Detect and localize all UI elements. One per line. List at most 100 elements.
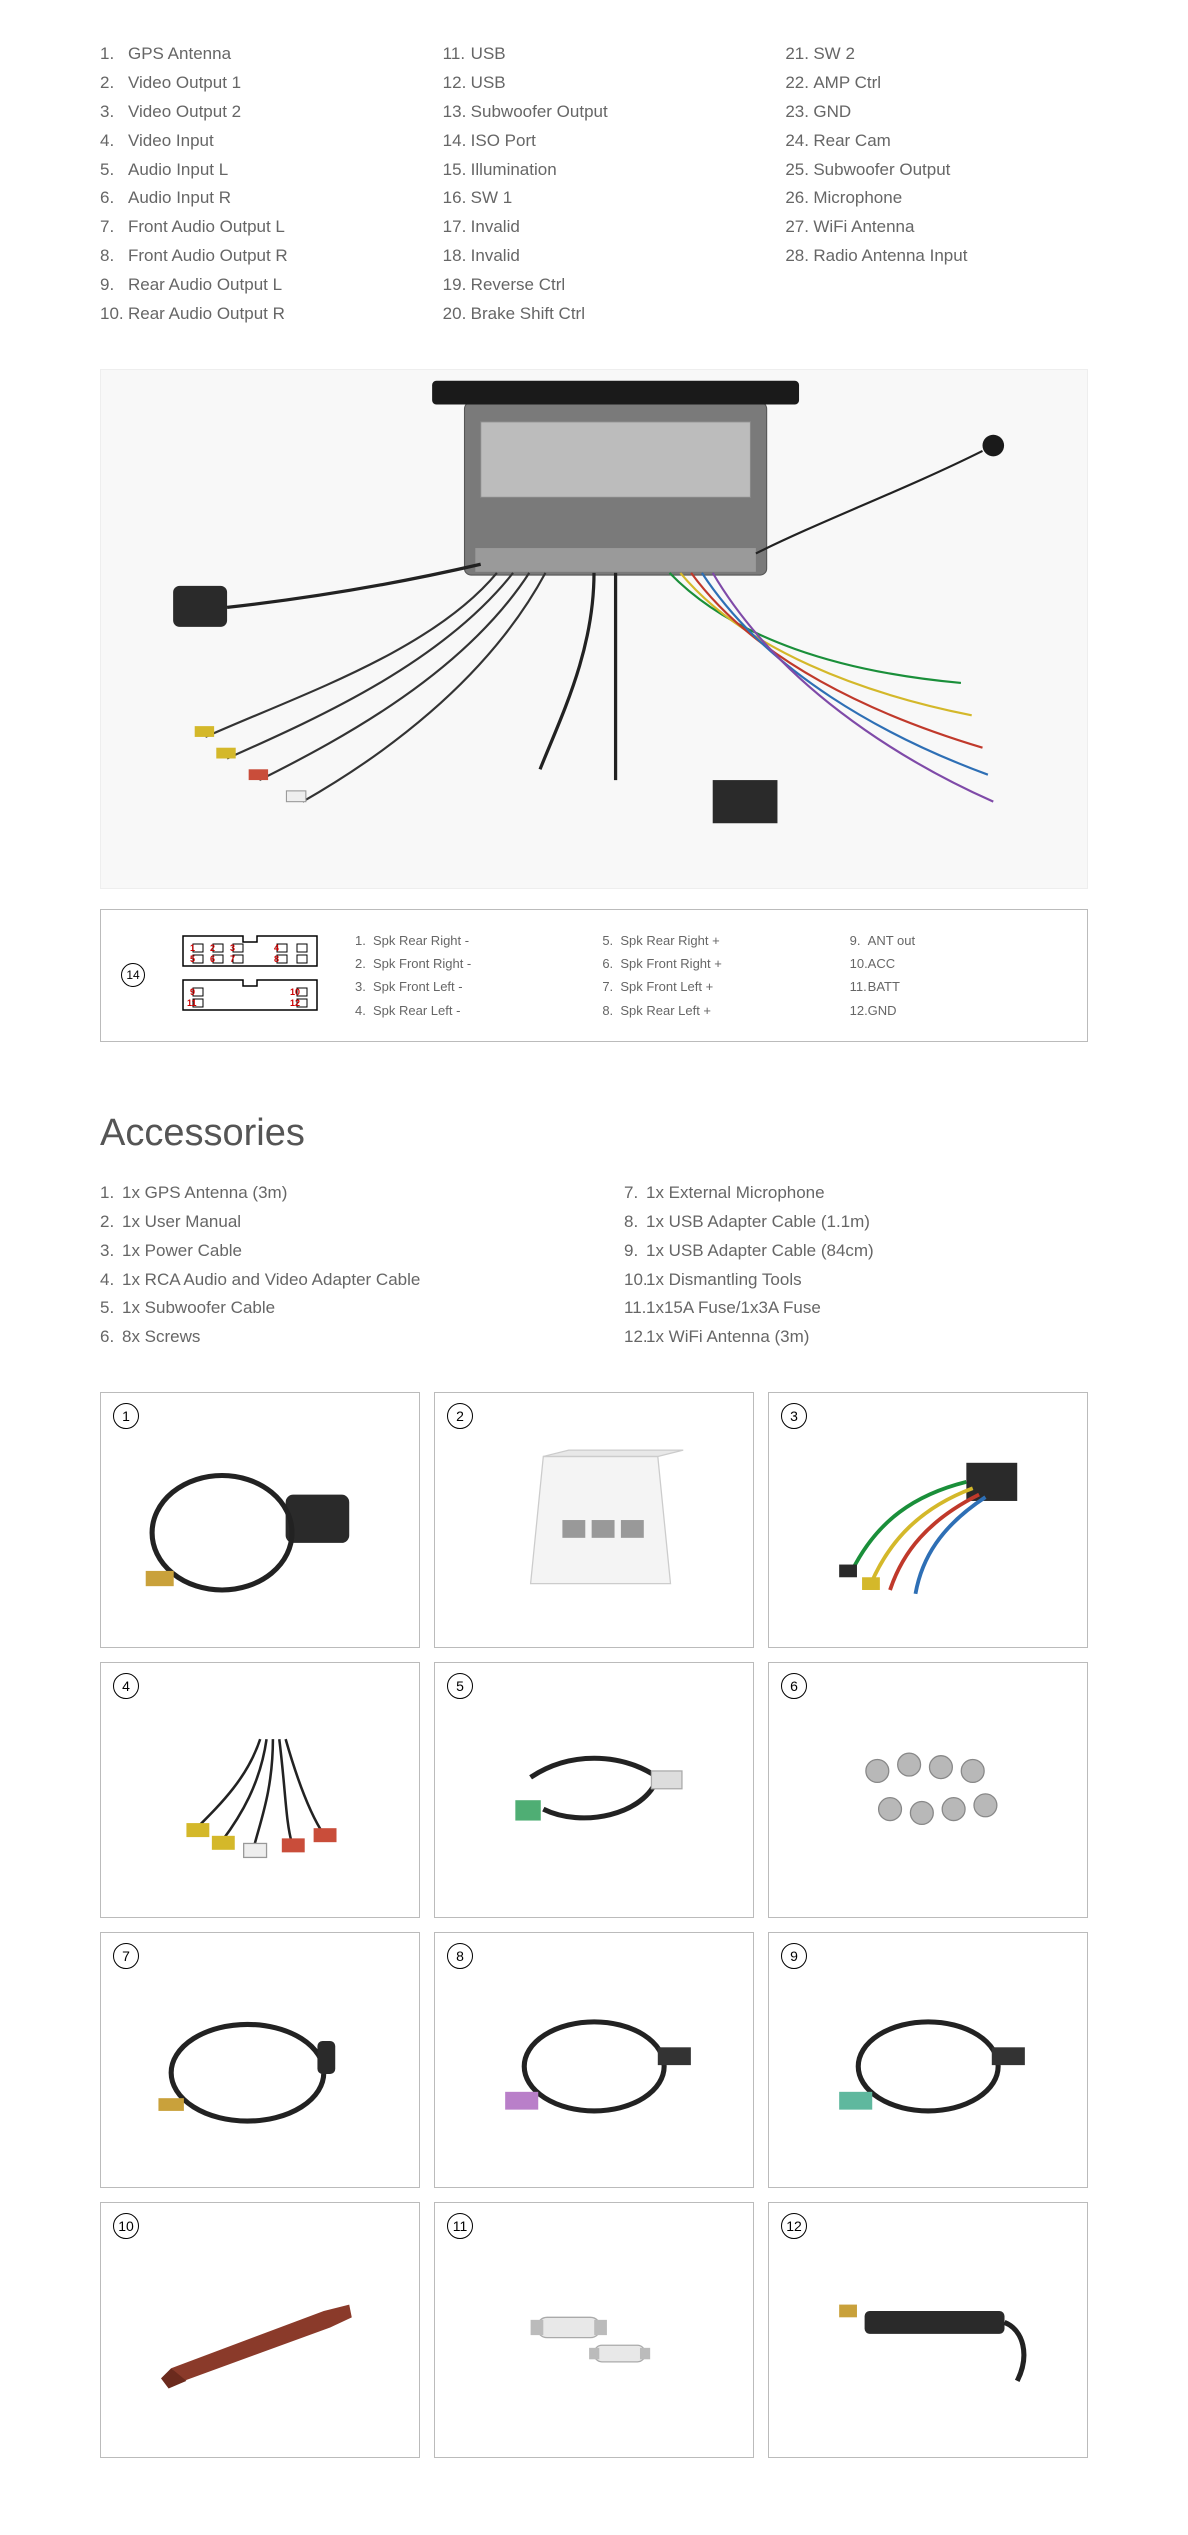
accessory-list-item: 5.1x Subwoofer Cable [100, 1294, 564, 1323]
accessory-list-item: 10.1x Dismantling Tools [624, 1266, 1088, 1295]
item-label: USB [471, 69, 506, 98]
accessory-list-item: 11.1x15A Fuse/1x3A Fuse [624, 1294, 1088, 1323]
item-number: 4. [100, 127, 128, 156]
item-label: SW 2 [813, 40, 855, 69]
item-label: Audio Input L [128, 156, 228, 185]
accessory-cell-number: 11 [447, 2213, 473, 2239]
item-label: Audio Input R [128, 184, 231, 213]
port-legend-item: 16.SW 1 [443, 184, 746, 213]
accessory-list-item: 3.1x Power Cable [100, 1237, 564, 1266]
item-number: 18. [443, 242, 471, 271]
port-legend-item: 2.Video Output 1 [100, 69, 403, 98]
svg-text:5: 5 [190, 954, 195, 964]
port-legend-item: 4.Video Input [100, 127, 403, 156]
item-number: 2. [355, 952, 373, 975]
item-number: 27. [785, 213, 813, 242]
item-label: Rear Audio Output R [128, 300, 285, 329]
item-label: Invalid [471, 242, 520, 271]
port-legend-col-2: 11.USB12.USB13.Subwoofer Output14.ISO Po… [443, 40, 746, 329]
wiring-diagram [100, 369, 1088, 889]
port-legend-item: 18.Invalid [443, 242, 746, 271]
item-number: 10. [100, 300, 128, 329]
accessory-cell: 1 [100, 1392, 420, 1648]
accessory-list-item: 1.1x GPS Antenna (3m) [100, 1179, 564, 1208]
svg-text:12: 12 [290, 998, 300, 1008]
gps-antenna-icon [133, 1431, 387, 1609]
port-legend-item: 5.Audio Input L [100, 156, 403, 185]
accessory-cell-number: 9 [781, 1943, 807, 1969]
accessory-cell: 7 [100, 1932, 420, 2188]
port-legend-item: 6.Audio Input R [100, 184, 403, 213]
item-number: 11. [850, 975, 868, 998]
item-label: 1x USB Adapter Cable (84cm) [646, 1237, 874, 1266]
svg-text:4: 4 [274, 943, 279, 953]
port-legend-item: 27.WiFi Antenna [785, 213, 1088, 242]
port-legend-item: 24.Rear Cam [785, 127, 1088, 156]
item-number: 5. [602, 929, 620, 952]
item-label: 1x15A Fuse/1x3A Fuse [646, 1294, 821, 1323]
accessory-list-item: 12.1x WiFi Antenna (3m) [624, 1323, 1088, 1352]
svg-text:7: 7 [230, 954, 235, 964]
item-number: 24. [785, 127, 813, 156]
item-number: 9. [100, 271, 128, 300]
item-label: GPS Antenna [128, 40, 231, 69]
accessory-list-item: 8.1x USB Adapter Cable (1.1m) [624, 1208, 1088, 1237]
item-number: 7. [100, 213, 128, 242]
port-legend-item: 8.Front Audio Output R [100, 242, 403, 271]
accessories-grid: 123456789101112 [100, 1392, 1088, 2458]
item-label: Front Audio Output R [128, 242, 288, 271]
item-label: WiFi Antenna [813, 213, 914, 242]
item-number: 9. [850, 929, 868, 952]
port-legend-item: 12.USB [443, 69, 746, 98]
item-label: Reverse Ctrl [471, 271, 565, 300]
item-number: 25. [785, 156, 813, 185]
item-label: BATT [868, 975, 900, 998]
iso-pin-col-1: 1.Spk Rear Right -2.Spk Front Right -3.S… [355, 929, 572, 1023]
iso-pin-item: 12.GND [850, 999, 1067, 1022]
port-legend-item: 13.Subwoofer Output [443, 98, 746, 127]
item-label: Spk Front Right + [620, 952, 722, 975]
item-number: 4. [100, 1266, 122, 1295]
item-label: GND [868, 999, 897, 1022]
item-label: Illumination [471, 156, 557, 185]
accessories-list: 1.1x GPS Antenna (3m)2.1x User Manual3.1… [100, 1179, 1088, 1352]
accessory-list-item: 4.1x RCA Audio and Video Adapter Cable [100, 1266, 564, 1295]
item-number: 12. [850, 999, 868, 1022]
accessory-cell: 10 [100, 2202, 420, 2458]
item-number: 10. [624, 1266, 646, 1295]
item-label: ISO Port [471, 127, 536, 156]
item-label: 1x External Microphone [646, 1179, 825, 1208]
accessory-cell: 12 [768, 2202, 1088, 2458]
item-label: Video Output 1 [128, 69, 241, 98]
iso-pin-col-3: 9.ANT out10.ACC11.BATT12.GND [850, 929, 1067, 1023]
item-number: 28. [785, 242, 813, 271]
item-label: 8x Screws [122, 1323, 200, 1352]
item-number: 26. [785, 184, 813, 213]
iso-pin-item: 2.Spk Front Right - [355, 952, 572, 975]
accessory-cell-number: 8 [447, 1943, 473, 1969]
accessory-cell-number: 1 [113, 1403, 139, 1429]
svg-text:11: 11 [187, 998, 197, 1008]
iso-pin-legend: 1.Spk Rear Right -2.Spk Front Right -3.S… [355, 929, 1067, 1023]
item-label: 1x RCA Audio and Video Adapter Cable [122, 1266, 420, 1295]
item-number: 10. [850, 952, 868, 975]
item-number: 16. [443, 184, 471, 213]
item-label: Spk Rear Left + [620, 999, 711, 1022]
accessory-cell: 5 [434, 1662, 754, 1918]
item-number: 13. [443, 98, 471, 127]
item-label: Brake Shift Ctrl [471, 300, 585, 329]
item-number: 9. [624, 1237, 646, 1266]
accessory-cell-number: 10 [113, 2213, 139, 2239]
port-legend-item: 9.Rear Audio Output L [100, 271, 403, 300]
accessory-cell-number: 3 [781, 1403, 807, 1429]
iso-pin-item: 4.Spk Rear Left - [355, 999, 572, 1022]
iso-pin-col-2: 5.Spk Rear Right +6.Spk Front Right +7.S… [602, 929, 819, 1023]
item-number: 21. [785, 40, 813, 69]
item-number: 2. [100, 1208, 122, 1237]
item-label: Rear Cam [813, 127, 890, 156]
port-legend-item: 3.Video Output 2 [100, 98, 403, 127]
item-label: Spk Rear Right - [373, 929, 469, 952]
item-number: 8. [624, 1208, 646, 1237]
item-label: 1x Power Cable [122, 1237, 242, 1266]
accessory-list-item: 6.8x Screws [100, 1323, 564, 1352]
